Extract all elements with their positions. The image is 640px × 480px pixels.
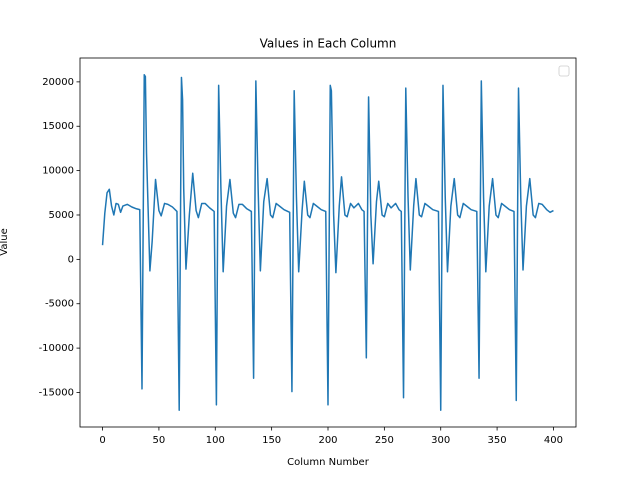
y-tick-label: 0: [68, 254, 74, 265]
y-tick-label: -15000: [39, 387, 74, 398]
chart-title: Values in Each Column: [260, 37, 397, 51]
x-tick-label: 300: [431, 435, 450, 446]
x-tick-label: 50: [153, 435, 166, 446]
data-line: [101, 74, 554, 411]
y-tick-label: 5000: [49, 210, 74, 221]
x-tick-label: 400: [544, 435, 563, 446]
x-tick-label: 0: [99, 435, 105, 446]
x-tick-label: 150: [262, 435, 281, 446]
y-tick-label: -5000: [45, 299, 74, 310]
y-tick-label: 20000: [42, 77, 74, 88]
x-tick-label: 350: [488, 435, 507, 446]
y-axis-label: Value: [0, 228, 10, 255]
y-tick-label: -10000: [39, 343, 74, 354]
x-tick-label: 250: [375, 435, 394, 446]
legend: [558, 65, 570, 77]
y-tick-label: 15000: [42, 121, 74, 132]
x-axis-label: Column Number: [287, 457, 370, 468]
plot-frame: [79, 57, 577, 428]
x-tick-label: 200: [318, 435, 337, 446]
x-tick-label: 100: [206, 435, 225, 446]
y-tick-label: 10000: [42, 166, 74, 177]
